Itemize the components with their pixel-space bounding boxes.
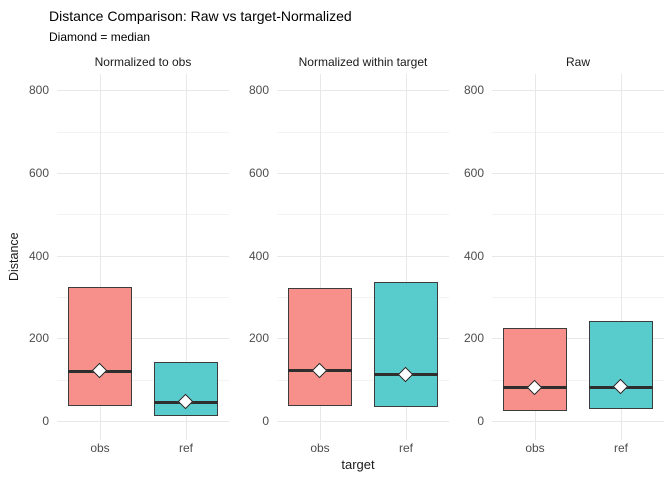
category-gridline: [100, 74, 101, 440]
major-gridline: [492, 421, 664, 422]
x-tick-label: obs: [90, 441, 110, 455]
boxplot-box-obs: [288, 287, 352, 406]
major-gridline: [277, 90, 449, 92]
chart-title: Distance Comparison: Raw vs target-Norma…: [49, 8, 352, 24]
x-tick-label: ref: [178, 441, 193, 455]
facet-panel: [492, 74, 664, 440]
minor-gridline: [277, 214, 449, 216]
minor-gridline: [492, 131, 664, 133]
facet-panel: [57, 74, 229, 440]
y-tick-label: 0: [477, 414, 484, 428]
category-gridline: [406, 74, 407, 440]
y-tick-label: 800: [28, 83, 49, 98]
y-tick-label: 400: [28, 248, 49, 263]
y-tick-label: 600: [463, 165, 484, 180]
minor-gridline: [492, 379, 664, 381]
boxplot-box-obs: [68, 286, 132, 407]
y-tick-label: 400: [248, 248, 269, 263]
y-tick-label: 0: [42, 414, 49, 428]
major-gridline: [57, 421, 229, 422]
y-tick-label: 600: [28, 165, 49, 180]
minor-gridline: [57, 296, 229, 298]
category-gridline: [621, 74, 622, 440]
minor-gridline: [57, 131, 229, 133]
facet-strip-label: Raw: [565, 55, 590, 69]
y-tick-label: 600: [248, 165, 269, 180]
minor-gridline: [492, 214, 664, 216]
x-tick-label: ref: [613, 441, 628, 455]
major-gridline: [57, 338, 229, 340]
major-gridline: [57, 255, 229, 257]
major-gridline: [277, 172, 449, 174]
facet-strip-label: Normalized to obs: [94, 55, 192, 69]
facet-strip-label: Normalized within target: [298, 55, 428, 69]
minor-gridline: [277, 379, 449, 381]
category-gridline: [535, 74, 536, 440]
minor-gridline: [492, 296, 664, 298]
x-tick-label: obs: [310, 441, 330, 455]
major-gridline: [492, 172, 664, 174]
chart-subtitle: Diamond = median: [49, 30, 151, 44]
boxplot-box-ref: [374, 282, 438, 407]
x-tick-label: obs: [525, 441, 545, 455]
y-tick-label: 800: [248, 83, 269, 98]
boxplot-box-obs: [503, 327, 567, 411]
major-gridline: [277, 421, 449, 422]
major-gridline: [492, 90, 664, 92]
boxplot-box-ref: [589, 320, 653, 409]
y-tick-label: 200: [28, 331, 49, 346]
y-tick-label: 400: [463, 248, 484, 263]
y-tick-label: 0: [262, 414, 269, 428]
facet-panel: [277, 74, 449, 440]
minor-gridline: [57, 214, 229, 216]
category-gridline: [186, 74, 187, 440]
x-tick-label: ref: [398, 441, 413, 455]
x-axis-title: target: [341, 457, 375, 472]
minor-gridline: [57, 379, 229, 381]
minor-gridline: [277, 296, 449, 298]
major-gridline: [492, 338, 664, 340]
category-gridline: [320, 74, 321, 440]
major-gridline: [277, 338, 449, 340]
y-tick-label: 200: [248, 331, 269, 346]
y-tick-label: 800: [463, 83, 484, 98]
major-gridline: [57, 90, 229, 92]
major-gridline: [492, 255, 664, 257]
y-tick-label: 200: [463, 331, 484, 346]
major-gridline: [277, 255, 449, 257]
major-gridline: [57, 172, 229, 174]
minor-gridline: [277, 131, 449, 133]
